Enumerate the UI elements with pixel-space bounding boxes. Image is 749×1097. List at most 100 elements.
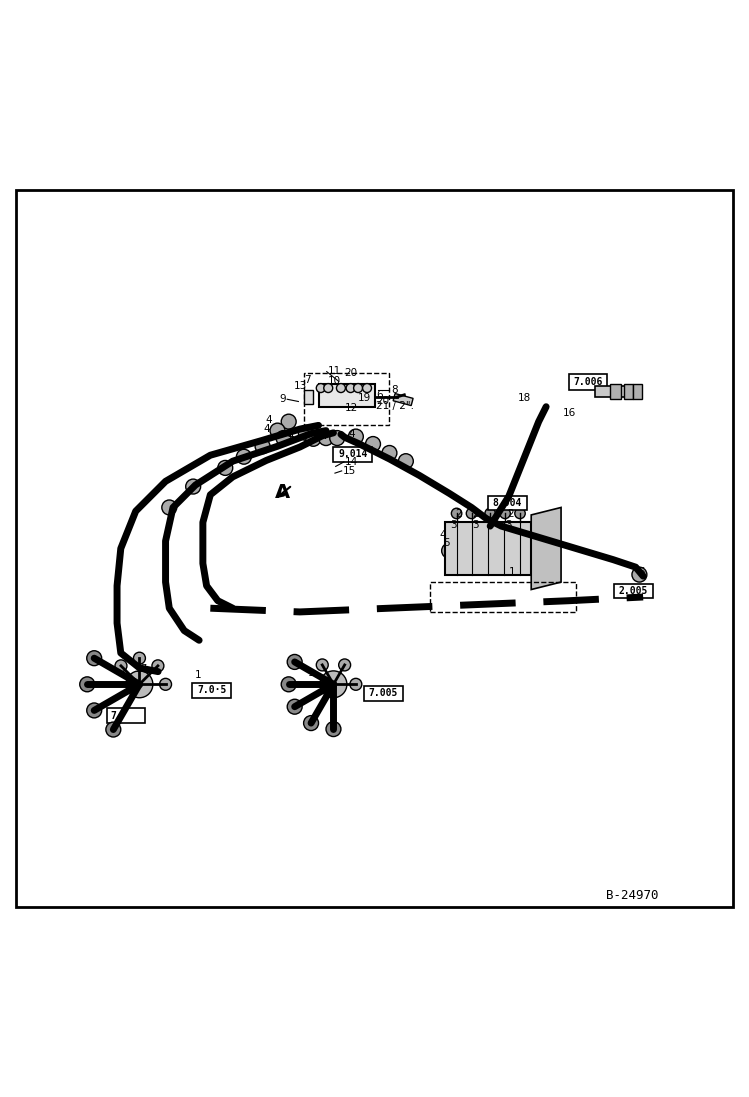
Text: 7.005: 7.005 xyxy=(369,688,398,699)
Circle shape xyxy=(303,715,318,731)
Bar xyxy=(595,386,640,397)
Text: 14: 14 xyxy=(345,457,358,467)
Text: 4: 4 xyxy=(349,429,356,439)
Text: 4: 4 xyxy=(321,431,327,441)
FancyBboxPatch shape xyxy=(333,446,372,462)
Circle shape xyxy=(363,384,372,393)
Circle shape xyxy=(281,415,296,429)
FancyBboxPatch shape xyxy=(318,384,374,407)
Circle shape xyxy=(160,678,172,690)
Text: 6: 6 xyxy=(376,389,383,399)
Circle shape xyxy=(354,384,363,393)
Text: 3: 3 xyxy=(472,520,479,530)
Circle shape xyxy=(457,543,472,558)
Text: 9: 9 xyxy=(280,394,286,405)
Bar xyxy=(303,389,312,405)
Circle shape xyxy=(320,671,347,698)
Polygon shape xyxy=(531,508,561,589)
Bar xyxy=(634,384,643,399)
Text: 10: 10 xyxy=(327,376,341,386)
Circle shape xyxy=(115,660,127,671)
Circle shape xyxy=(350,678,362,690)
Circle shape xyxy=(326,722,341,736)
Text: 4: 4 xyxy=(439,530,446,540)
FancyBboxPatch shape xyxy=(488,496,527,510)
Circle shape xyxy=(324,384,333,393)
Text: 7.0·5: 7.0·5 xyxy=(197,686,226,695)
Circle shape xyxy=(486,543,501,558)
Bar xyxy=(610,384,621,399)
Text: 7.: 7. xyxy=(112,711,141,721)
Circle shape xyxy=(500,508,510,519)
Circle shape xyxy=(336,384,345,393)
Circle shape xyxy=(298,426,313,440)
Circle shape xyxy=(162,500,177,514)
Circle shape xyxy=(270,423,285,438)
FancyBboxPatch shape xyxy=(106,709,145,723)
Circle shape xyxy=(287,699,302,714)
Circle shape xyxy=(472,543,486,558)
Circle shape xyxy=(382,445,397,461)
Circle shape xyxy=(276,431,291,445)
Bar xyxy=(625,384,634,399)
Text: 9.014: 9.014 xyxy=(338,450,368,460)
FancyBboxPatch shape xyxy=(568,374,607,391)
Text: 4: 4 xyxy=(264,425,270,434)
Text: 3: 3 xyxy=(450,520,457,530)
Text: 5: 5 xyxy=(638,567,645,577)
Circle shape xyxy=(339,659,351,671)
Text: 20: 20 xyxy=(344,369,357,378)
Circle shape xyxy=(126,671,153,698)
Circle shape xyxy=(632,567,647,583)
Text: 11: 11 xyxy=(327,366,341,376)
Text: 20: 20 xyxy=(376,396,389,406)
Circle shape xyxy=(133,653,145,664)
Circle shape xyxy=(452,508,462,519)
Circle shape xyxy=(79,677,94,692)
Circle shape xyxy=(87,703,102,717)
Circle shape xyxy=(87,651,102,666)
Text: 17: 17 xyxy=(134,664,148,674)
Text: B-24970: B-24970 xyxy=(605,889,658,902)
Text: 8: 8 xyxy=(392,385,398,395)
Circle shape xyxy=(106,722,121,737)
Circle shape xyxy=(366,437,380,452)
Bar xyxy=(393,394,413,406)
Text: 3: 3 xyxy=(506,520,512,530)
Text: 1: 1 xyxy=(195,670,201,680)
Text: 21 / 2".: 21 / 2". xyxy=(376,402,414,411)
FancyBboxPatch shape xyxy=(364,686,403,701)
Text: 4: 4 xyxy=(288,431,294,441)
Circle shape xyxy=(467,508,476,519)
Circle shape xyxy=(218,461,233,475)
Circle shape xyxy=(152,660,164,671)
Text: 2: 2 xyxy=(472,509,479,519)
Circle shape xyxy=(316,384,325,393)
Text: 16: 16 xyxy=(562,408,576,418)
Circle shape xyxy=(306,431,321,446)
Circle shape xyxy=(237,450,252,464)
Text: 5: 5 xyxy=(443,539,449,548)
Text: 1: 1 xyxy=(308,668,315,678)
Circle shape xyxy=(442,543,457,558)
Circle shape xyxy=(398,454,413,468)
FancyBboxPatch shape xyxy=(446,522,531,575)
Text: 2: 2 xyxy=(455,509,462,519)
Circle shape xyxy=(186,479,201,494)
Text: 7.006: 7.006 xyxy=(573,377,603,387)
Circle shape xyxy=(346,384,355,393)
Circle shape xyxy=(255,439,270,454)
Circle shape xyxy=(287,655,302,669)
FancyBboxPatch shape xyxy=(192,682,231,698)
Text: 13: 13 xyxy=(294,381,307,391)
FancyBboxPatch shape xyxy=(614,584,653,599)
Circle shape xyxy=(485,508,495,519)
Text: 2: 2 xyxy=(507,509,514,519)
Circle shape xyxy=(348,429,363,444)
Text: 12: 12 xyxy=(345,404,358,414)
Text: 4: 4 xyxy=(265,415,272,426)
Text: 2.005: 2.005 xyxy=(619,586,648,596)
Circle shape xyxy=(515,508,525,519)
Text: 18: 18 xyxy=(518,393,531,403)
Text: 7: 7 xyxy=(304,375,311,385)
